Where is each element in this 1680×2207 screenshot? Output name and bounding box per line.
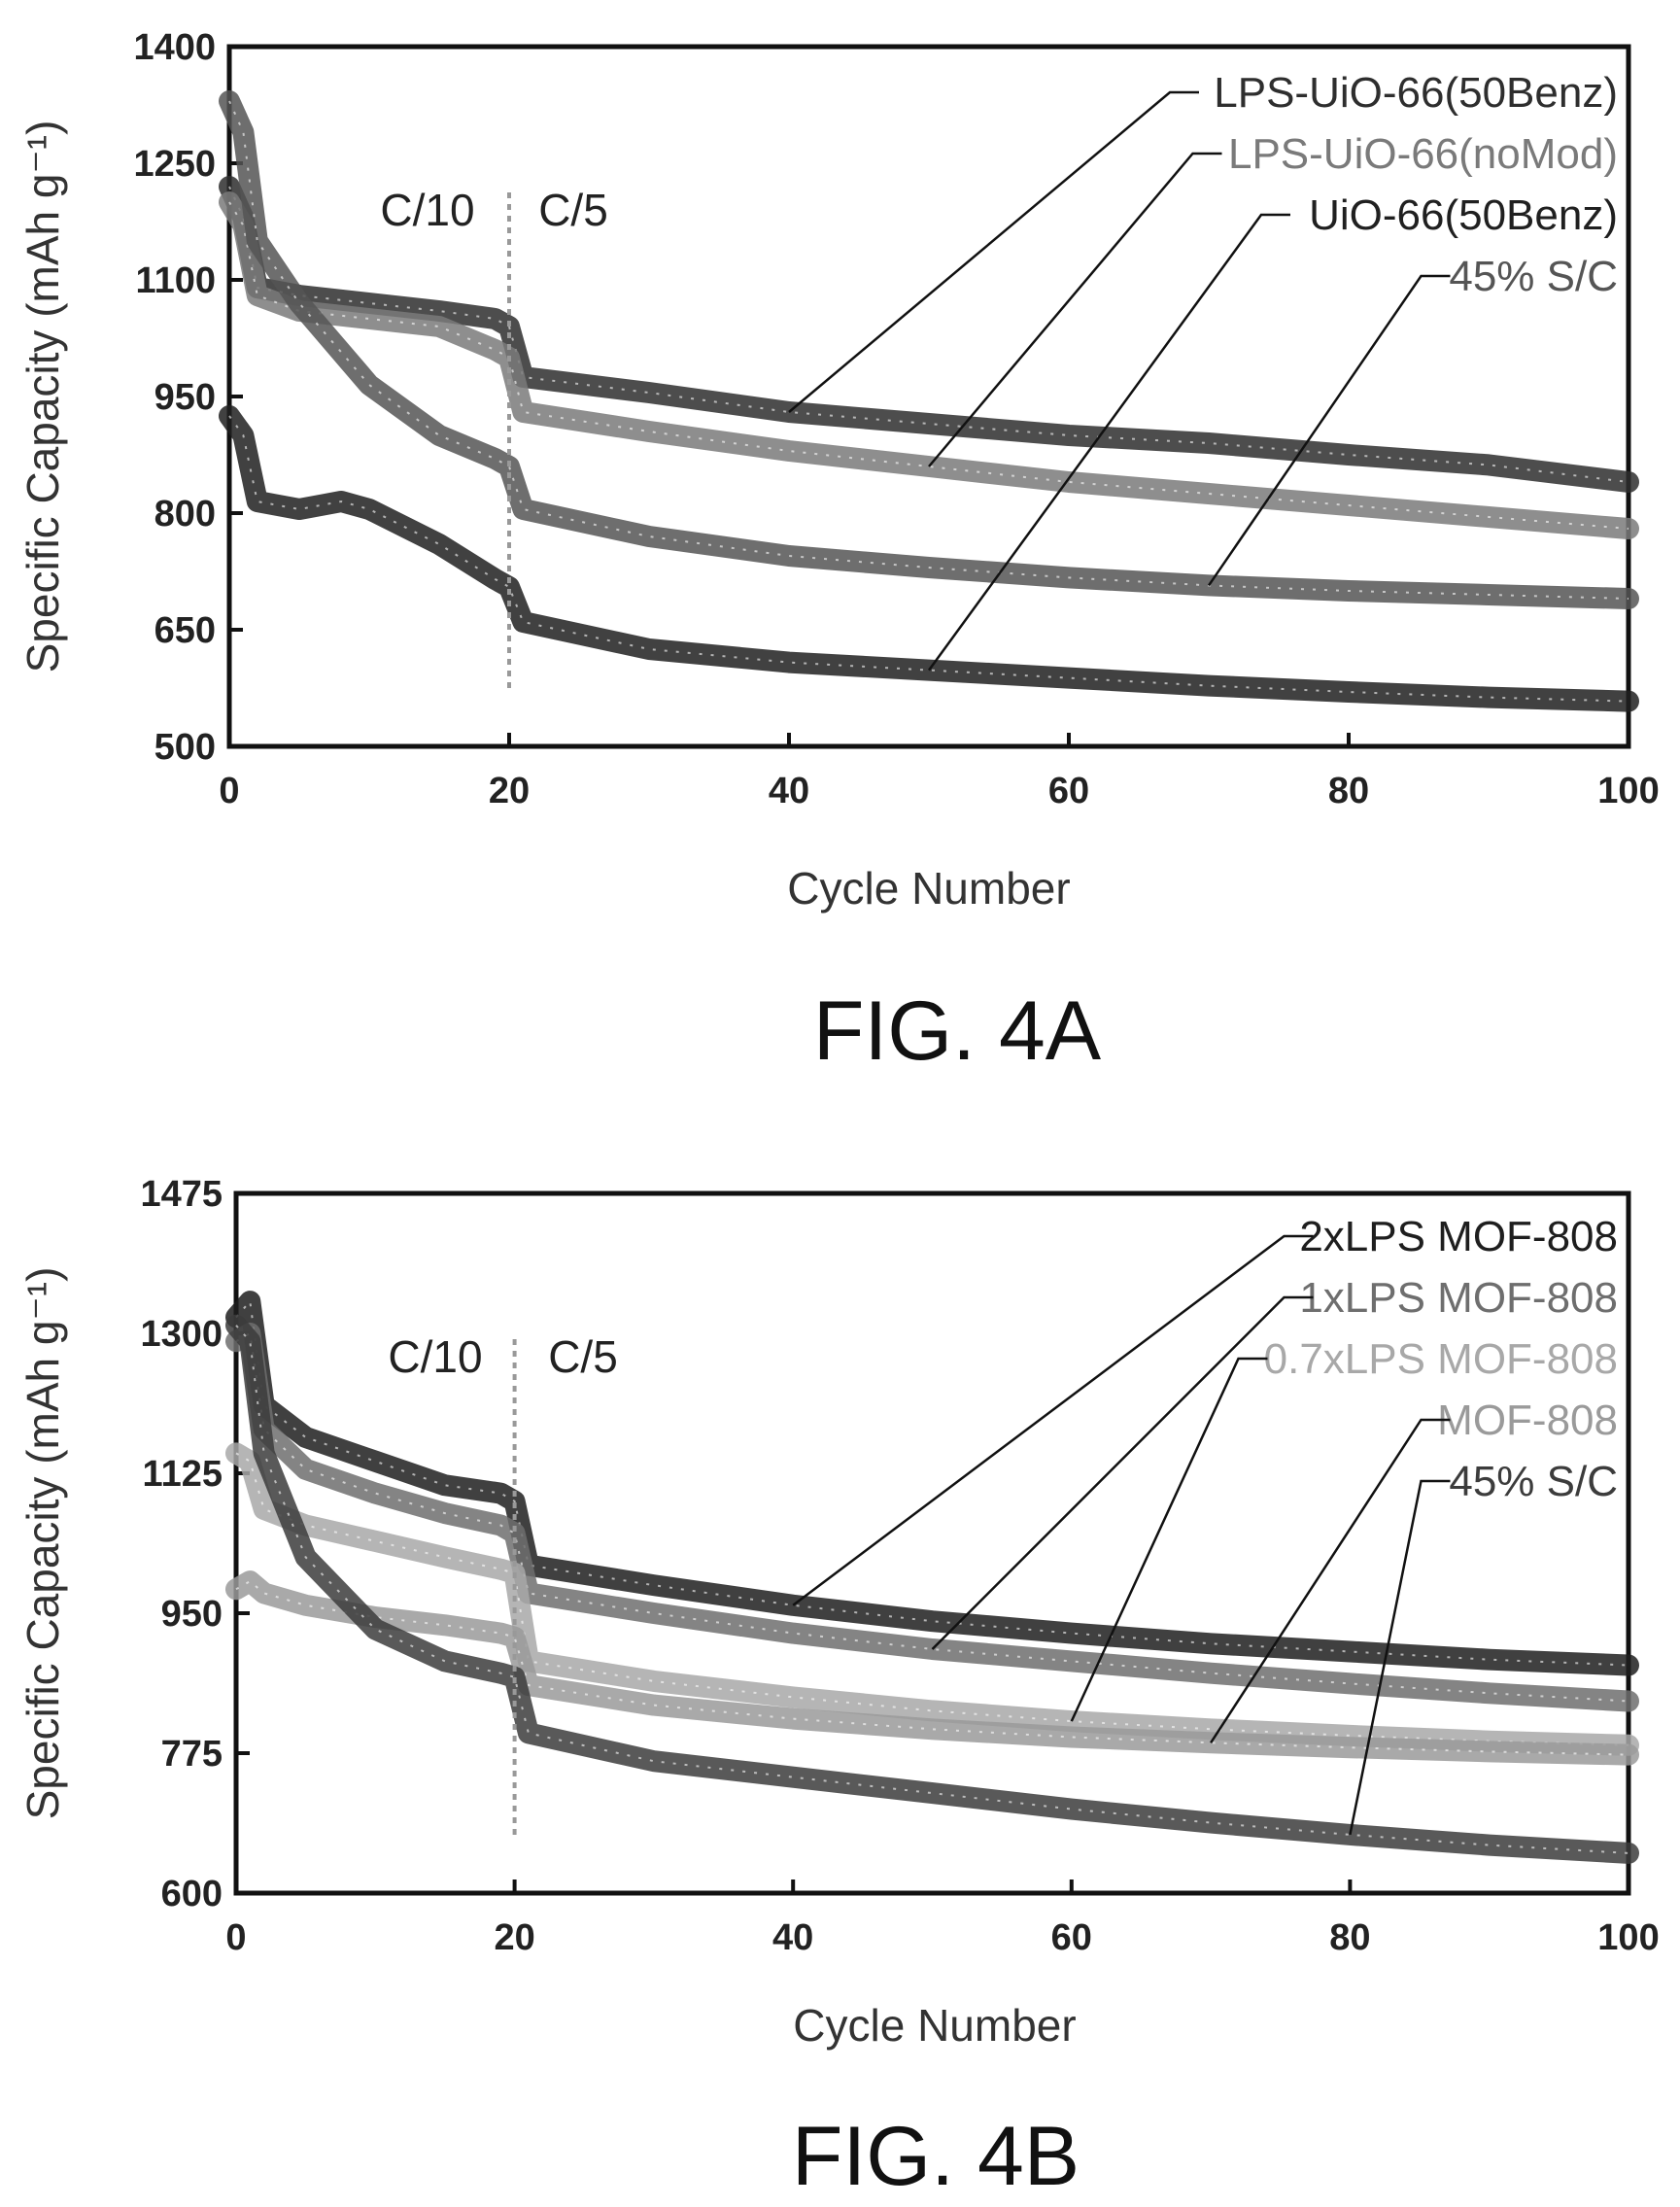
- legend-leader-4b-1: [931, 1295, 1314, 1650]
- chart-panel-4a: 500 650 800 950 1100 1250 1400 0 20 40 60 80 100 C/…: [17, 27, 1660, 1078]
- legend-leader-4b-2: [1070, 1357, 1268, 1722]
- legend-leader-4a-0: [788, 90, 1199, 413]
- y-tick-label-4a: 500: [154, 727, 216, 768]
- x-tick-label-4b: 60: [1051, 1917, 1092, 1958]
- legend-entry-4a-0: LPS-UiO-66(50Benz): [1214, 69, 1618, 117]
- series-layer-4a: [219, 90, 1639, 712]
- y-tick-label-4a: 950: [154, 377, 216, 418]
- legend-4a: LPS-UiO-66(50Benz) LPS-UiO-66(noMod) UiO-6…: [788, 69, 1618, 672]
- legend-entry-4b-2: 0.7xLPS MOF-808: [1264, 1335, 1618, 1383]
- legend-leader-4a-3: [1207, 274, 1451, 587]
- y-tick-label-4b: 1125: [143, 1454, 223, 1495]
- legend-leader-4a-2: [927, 213, 1290, 672]
- x-tick-labels-4b: 0 20 40 60 80 100: [225, 1879, 1660, 1958]
- series-texture-4a-1: [228, 201, 1629, 530]
- legend-entry-4a-3: 45% S/C: [1449, 253, 1618, 300]
- legend-entry-4b-1: 1xLPS MOF-808: [1299, 1274, 1618, 1322]
- x-axis-title-4b: Cycle Number: [793, 2000, 1076, 2051]
- plot-frame-4a: [226, 44, 1631, 749]
- rate-label-c5-4b: C/5: [548, 1331, 618, 1382]
- y-tick-label-4a: 1100: [136, 260, 216, 301]
- x-tick-labels-4a: 0 20 40 60 80 100: [219, 733, 1660, 811]
- series-texture-4a-3: [228, 100, 1629, 600]
- x-tick-label-4a: 40: [769, 771, 809, 811]
- y-tick-label-4a: 1250: [133, 144, 216, 185]
- y-tick-label-4b: 950: [161, 1594, 223, 1635]
- y-axis-title-4a: Specific Capacity (mAh g⁻¹): [17, 121, 68, 673]
- legend-4b: 2xLPS MOF-808 1xLPS MOF-808 0.7xLPS MOF-80…: [792, 1213, 1618, 1836]
- x-tick-label-4a: 60: [1048, 771, 1089, 811]
- y-tick-label-4a: 650: [154, 610, 216, 651]
- x-tick-label-4b: 100: [1597, 1917, 1659, 1958]
- y-tick-label-4b: 775: [161, 1734, 223, 1775]
- rate-label-c10-4a: C/10: [380, 185, 474, 235]
- legend-leader-4b-3: [1210, 1418, 1451, 1743]
- legend-entry-4a-2: UiO-66(50Benz): [1309, 191, 1618, 239]
- legend-entry-4b-3: MOF-808: [1437, 1397, 1618, 1444]
- x-tick-label-4b: 20: [494, 1917, 534, 1958]
- series-texture-4b-3: [235, 1579, 1629, 1756]
- y-tick-label-4a: 800: [154, 494, 216, 535]
- figure-label-4b: FIG. 4B: [792, 2110, 1080, 2203]
- y-tick-label-4b: 1475: [140, 1174, 223, 1215]
- series-line-4b-4: [225, 1314, 1639, 1864]
- x-tick-label-4b: 80: [1329, 1917, 1370, 1958]
- legend-entry-4b-4: 45% S/C: [1449, 1458, 1618, 1505]
- series-texture-4a-2: [228, 415, 1629, 703]
- y-axis-title-4b: Specific Capacity (mAh g⁻¹): [17, 1267, 68, 1820]
- series-layer-4b: [225, 1291, 1639, 1864]
- x-tick-label-4b: 0: [225, 1917, 246, 1958]
- y-tick-label-4a: 1400: [133, 27, 216, 68]
- legend-leader-4a-1: [928, 152, 1222, 467]
- y-tick-labels-4a: 500 650 800 950 1100 1250 1400: [133, 27, 243, 768]
- x-tick-label-4a: 100: [1597, 771, 1659, 811]
- legend-entry-4a-1: LPS-UiO-66(noMod): [1228, 130, 1618, 178]
- x-tick-label-4b: 40: [772, 1917, 813, 1958]
- figure-label-4a: FIG. 4A: [813, 984, 1102, 1078]
- legend-entry-4b-0: 2xLPS MOF-808: [1299, 1213, 1618, 1260]
- x-tick-label-4a: 80: [1328, 771, 1369, 811]
- y-tick-label-4b: 1300: [140, 1314, 223, 1355]
- x-tick-label-4a: 20: [489, 771, 530, 811]
- rate-label-c5-4a: C/5: [538, 185, 608, 235]
- legend-leader-4b-4: [1349, 1479, 1451, 1836]
- rate-label-c10-4b: C/10: [388, 1331, 482, 1382]
- x-tick-label-4a: 0: [219, 771, 239, 811]
- legend-leader-4b-0: [792, 1234, 1314, 1606]
- y-tick-labels-4b: 600 775 950 1125 1300 1475: [140, 1174, 250, 1914]
- x-axis-title-4a: Cycle Number: [787, 863, 1070, 914]
- y-tick-label-4b: 600: [161, 1874, 223, 1914]
- plot-frame-4b: [233, 1190, 1631, 1896]
